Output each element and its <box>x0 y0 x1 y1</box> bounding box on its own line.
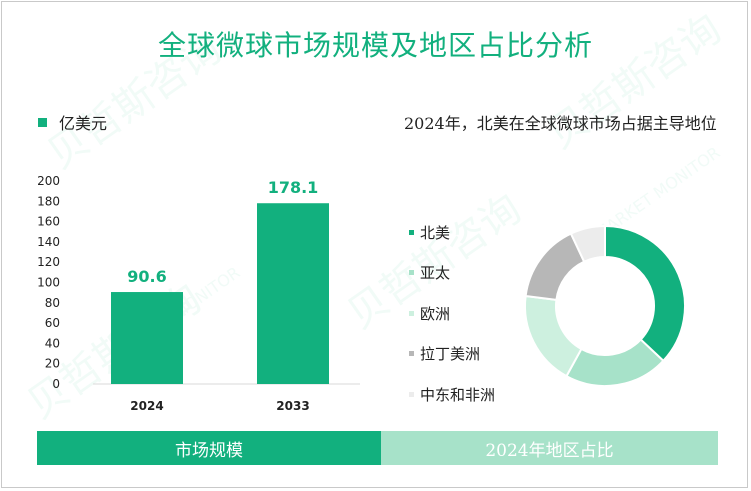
y-tick-label: 180 <box>37 194 60 208</box>
y-tick-label: 100 <box>37 276 60 290</box>
x-tick-label: 2033 <box>276 399 309 413</box>
pie-legend-item: 中东和非洲 <box>409 374 495 415</box>
pie-legend-label: 北美 <box>420 223 451 242</box>
y-tick-label: 60 <box>45 316 60 330</box>
legend-swatch <box>409 351 414 357</box>
pie-legend-item: 欧洲 <box>409 293 495 334</box>
bar <box>111 292 183 384</box>
bar-value-label: 178.1 <box>268 178 319 197</box>
y-tick-label: 40 <box>45 336 60 350</box>
pie-legend-label: 中东和非洲 <box>420 385 496 404</box>
pie-legend-label: 拉丁美洲 <box>420 345 481 364</box>
pie-title: 2024年，北美在全球微球市场占据主导地位 <box>404 114 717 133</box>
chart-title: 全球微球市场规模及地区占比分析 <box>157 29 593 62</box>
donut-slice <box>569 224 606 263</box>
pie-legend-item: 北美 <box>409 212 495 253</box>
bar-value-label: 90.6 <box>127 267 166 286</box>
y-tick-label: 20 <box>45 357 60 371</box>
pie-legend-item: 亚太 <box>409 253 495 294</box>
y-tick-label: 160 <box>37 215 60 229</box>
legend-swatch <box>409 229 414 235</box>
donut-slice <box>524 294 583 378</box>
bar-legend: 亿美元 <box>38 110 107 134</box>
y-tick-label: 0 <box>52 377 60 391</box>
y-tick-label: 200 <box>37 174 60 188</box>
legend-swatch <box>409 310 414 316</box>
pie-legend-item: 拉丁美洲 <box>409 334 495 375</box>
pie-legend-label: 亚太 <box>420 264 451 283</box>
legend-swatch <box>409 391 414 397</box>
bar <box>257 203 329 384</box>
y-tick-label: 140 <box>37 235 60 249</box>
region-share-label: 2024年地区占比 <box>381 431 718 465</box>
unit-label: 亿美元 <box>59 114 108 133</box>
legend-swatch <box>38 117 47 127</box>
market-size-label: 市场规模 <box>37 431 381 465</box>
pie-legend-label: 欧洲 <box>420 304 451 323</box>
x-tick-label: 2024 <box>130 399 163 413</box>
pie-legend: 北美亚太欧洲拉丁美洲中东和非洲 <box>409 212 495 415</box>
donut-slice <box>604 224 686 363</box>
y-tick-label: 120 <box>37 255 60 269</box>
y-tick-label: 80 <box>45 296 60 310</box>
legend-swatch <box>409 270 414 276</box>
donut-slice <box>565 338 665 387</box>
